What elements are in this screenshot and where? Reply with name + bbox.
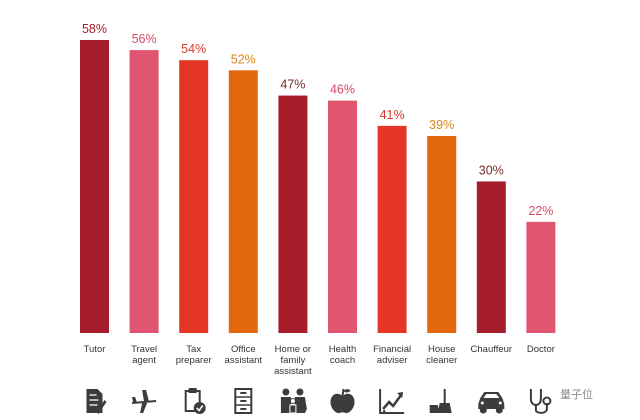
- clipboard-check-icon: [184, 388, 206, 414]
- growth-chart-icon: [379, 389, 405, 414]
- category-label-8: House cleaner: [426, 344, 457, 366]
- category-label-6: Health coach: [329, 344, 356, 366]
- category-label-1: Tutor: [84, 344, 106, 355]
- category-label-10: Doctor: [527, 344, 555, 355]
- value-label-9: 30%: [479, 163, 504, 177]
- bar-4: [228, 70, 258, 333]
- bar-6: [328, 100, 357, 333]
- value-label-3: 54%: [181, 42, 206, 56]
- value-label-2: 56%: [132, 32, 157, 46]
- category-label-2: Travel agent: [131, 344, 157, 366]
- watermark-text: 量子位: [560, 389, 593, 401]
- apple-icon: [330, 388, 355, 414]
- category-label-3: Tax preparer: [176, 344, 212, 366]
- bar-3: [179, 60, 209, 333]
- bar-1: [80, 40, 109, 333]
- bar-2: [129, 50, 159, 333]
- category-labels-layer: Tutor Travel agent Tax preparer Office assista…: [84, 344, 555, 377]
- car-icon: [478, 392, 505, 414]
- category-label-7: Financial adviser: [373, 344, 411, 366]
- stethoscope-icon: [529, 389, 552, 414]
- category-label-9: Chauffeur: [471, 344, 513, 355]
- value-label-8: 39%: [429, 118, 454, 132]
- category-label-4: Office assistant: [225, 344, 263, 366]
- value-label-7: 41%: [380, 108, 405, 122]
- bar-8: [427, 135, 457, 333]
- value-label-5: 47%: [280, 78, 305, 92]
- document-pencil-icon: [86, 389, 107, 414]
- value-label-6: 46%: [330, 83, 355, 97]
- bar-5: [278, 95, 308, 333]
- bar-9: [476, 181, 506, 333]
- value-label-1: 58%: [82, 22, 107, 36]
- value-label-4: 52%: [231, 52, 256, 66]
- bars-layer: [80, 40, 556, 334]
- filing-cabinet-icon: [234, 388, 253, 414]
- value-labels-layer: 58% 56% 54% 52% 47% 46% 41% 39% 30% 22%: [82, 22, 553, 218]
- airplane-icon: [132, 390, 157, 413]
- icons-layer: [86, 388, 552, 414]
- bar-10: [526, 221, 556, 333]
- value-label-10: 22%: [528, 204, 553, 218]
- family-icon: [280, 388, 307, 414]
- broom-dustpan-icon: [429, 389, 452, 413]
- bar-7: [377, 125, 407, 334]
- category-label-5: Home or family assistant: [274, 344, 312, 377]
